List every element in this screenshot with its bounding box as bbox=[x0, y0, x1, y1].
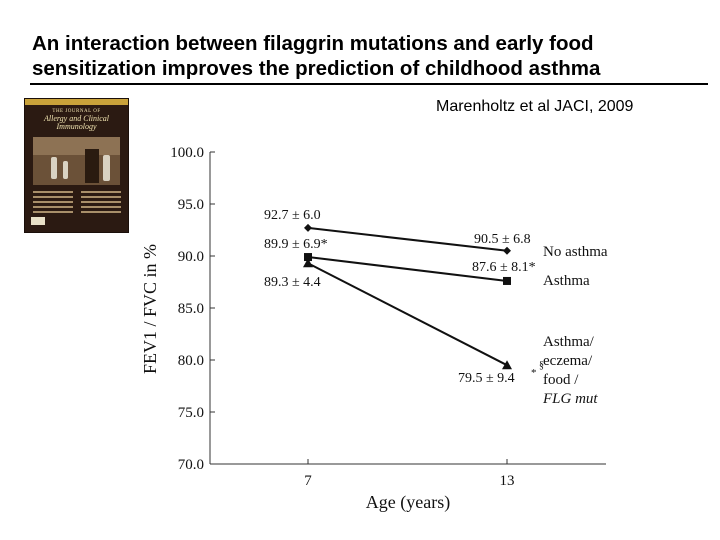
axes-layer: 70.0 75.0 80.0 85.0 90.0 95.0 100.0 7 13 Age (yea… bbox=[140, 145, 606, 513]
cover-masthead-main: Allergy and Clinical bbox=[43, 114, 110, 123]
cover-photo-door bbox=[85, 149, 99, 183]
labels-layer: 92.7 ± 6.0 90.5 ± 6.8 89.9 ± 6.9* 87.6 ± 8.… bbox=[264, 208, 608, 407]
cover-publisher-logo bbox=[31, 217, 45, 225]
series-label-line: FLG mut bbox=[542, 391, 598, 407]
cover-photo-figure bbox=[103, 155, 110, 181]
slide-title: An interaction between filaggrin mutatio… bbox=[32, 31, 712, 81]
cover-photo bbox=[33, 137, 120, 185]
cover-text-column bbox=[33, 191, 73, 227]
series-line bbox=[307, 262, 508, 367]
y-tick-label: 95.0 bbox=[178, 197, 204, 213]
series-line bbox=[307, 226, 508, 252]
cover-masthead-sub: Immunology bbox=[56, 122, 97, 131]
slide-title-line-1: An interaction between filaggrin mutatio… bbox=[32, 32, 594, 55]
journal-cover-image: THE JOURNAL OF Allergy and Clinical Immu… bbox=[24, 98, 129, 233]
data-point-triangle bbox=[303, 258, 313, 268]
slide-title-line-2: sensitization improves the prediction of… bbox=[32, 57, 601, 80]
citation: Marenholtz et al JACI, 2009 bbox=[436, 98, 634, 115]
data-point-square bbox=[503, 276, 511, 285]
y-tick-label: 100.0 bbox=[170, 145, 204, 161]
y-tick-label: 75.0 bbox=[178, 405, 204, 421]
cover-photo-figure bbox=[51, 157, 57, 179]
series-label-line: Asthma/ bbox=[543, 334, 595, 350]
point-label: 92.7 ± 6.0 bbox=[264, 208, 321, 223]
series-label-line: eczema/ bbox=[543, 353, 593, 369]
data-point-diamond bbox=[304, 223, 312, 232]
cover-masthead-top: THE JOURNAL OF bbox=[52, 109, 101, 114]
series-label: Asthma bbox=[543, 273, 590, 289]
point-label: 79.5 ± 9.4 bbox=[458, 371, 515, 386]
series-label: No asthma bbox=[543, 244, 608, 260]
cover-photo-figure bbox=[63, 161, 68, 179]
y-tick-label: 80.0 bbox=[178, 353, 204, 369]
data-point-triangle bbox=[502, 360, 512, 370]
y-tick-label: 90.0 bbox=[178, 249, 204, 265]
cover-text-column bbox=[81, 191, 121, 227]
x-axis-title: Age (years) bbox=[366, 492, 450, 513]
point-label-section-mark: § bbox=[539, 360, 544, 371]
point-label: 87.6 ± 8.1* bbox=[472, 260, 536, 275]
point-label-asterisk: * bbox=[531, 367, 537, 379]
point-label: 89.3 ± 4.4 bbox=[264, 275, 321, 290]
cover-masthead: THE JOURNAL OF Allergy and Clinical Immu… bbox=[31, 109, 122, 131]
x-tick-label: 7 bbox=[304, 473, 312, 489]
y-tick-label: 85.0 bbox=[178, 301, 204, 317]
title-underline bbox=[30, 83, 708, 85]
cover-top-band bbox=[25, 99, 128, 105]
data-point-square bbox=[304, 253, 312, 262]
y-axis-title: FEV1 / FVC in % bbox=[140, 244, 160, 374]
series-label-line: food / bbox=[543, 372, 579, 388]
x-tick-label: 13 bbox=[500, 473, 515, 489]
series-line bbox=[307, 256, 508, 282]
series-layer bbox=[303, 223, 512, 370]
y-tick-label: 70.0 bbox=[178, 457, 204, 473]
point-label: 89.9 ± 6.9* bbox=[264, 237, 328, 252]
point-label: 90.5 ± 6.8 bbox=[474, 232, 531, 247]
data-point-diamond bbox=[503, 246, 511, 255]
